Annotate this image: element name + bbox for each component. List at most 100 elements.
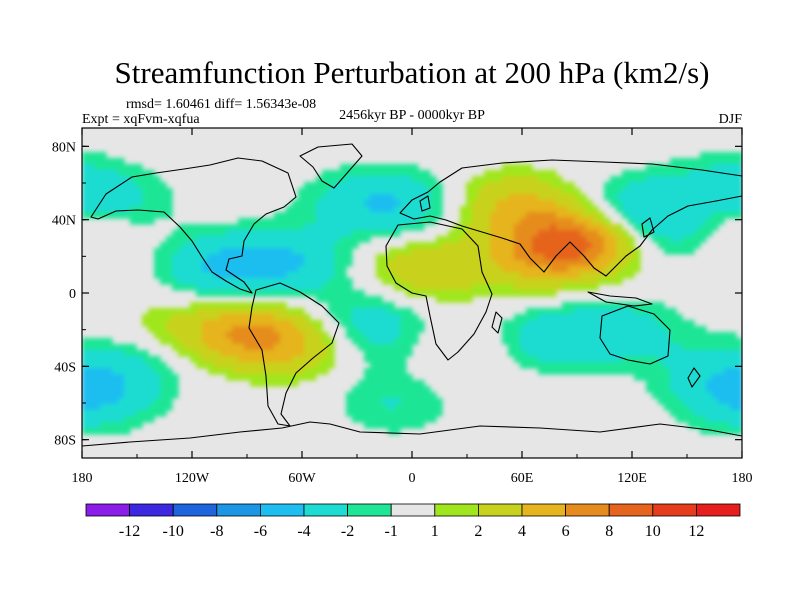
- field-cell: [496, 236, 503, 243]
- field-cell: [160, 326, 167, 333]
- field-cell: [310, 266, 317, 273]
- field-cell: [346, 410, 353, 417]
- field-cell: [424, 182, 431, 189]
- field-cell: [394, 422, 401, 429]
- field-cell: [700, 380, 707, 387]
- field-cell: [238, 218, 245, 225]
- field-cell: [406, 242, 413, 249]
- field-cell: [694, 380, 701, 387]
- field-cell: [340, 308, 347, 315]
- field-cell: [274, 254, 281, 261]
- field-cell: [352, 332, 359, 339]
- field-cell: [316, 200, 323, 207]
- field-cell: [418, 200, 425, 207]
- field-cell: [310, 254, 317, 261]
- field-cell: [394, 368, 401, 375]
- field-cell: [466, 242, 473, 249]
- field-cell: [232, 320, 239, 327]
- field-cell: [634, 338, 641, 345]
- field-cell: [388, 230, 395, 237]
- field-cell: [244, 356, 251, 363]
- field-cell: [628, 218, 635, 225]
- field-cell: [244, 260, 251, 267]
- field-cell: [130, 188, 137, 195]
- field-cell: [424, 416, 431, 423]
- field-cell: [724, 164, 731, 171]
- field-cell: [664, 176, 671, 183]
- field-cell: [364, 398, 371, 405]
- field-cell: [160, 332, 167, 339]
- field-cell: [298, 320, 305, 327]
- field-cell: [88, 170, 95, 177]
- field-cell: [556, 260, 563, 267]
- field-cell: [460, 242, 467, 249]
- field-cell: [382, 320, 389, 327]
- field-cell: [736, 380, 742, 387]
- field-cell: [292, 236, 299, 243]
- field-cell: [502, 248, 509, 255]
- field-cell: [556, 206, 563, 213]
- field-cell: [412, 200, 419, 207]
- field-cell: [160, 266, 167, 273]
- field-cell: [118, 176, 125, 183]
- field-cell: [658, 320, 665, 327]
- field-cell: [394, 356, 401, 363]
- field-cell: [706, 422, 713, 429]
- field-cell: [616, 206, 623, 213]
- field-cell: [544, 356, 551, 363]
- field-cell: [328, 236, 335, 243]
- field-cell: [496, 212, 503, 219]
- field-cell: [556, 344, 563, 351]
- field-cell: [280, 230, 287, 237]
- field-cell: [268, 338, 275, 345]
- field-cell: [388, 206, 395, 213]
- field-cell: [370, 218, 377, 225]
- colorbar-label: 12: [688, 523, 704, 540]
- field-cell: [148, 380, 155, 387]
- field-cell: [526, 266, 533, 273]
- field-cell: [604, 266, 611, 273]
- field-cell: [652, 320, 659, 327]
- field-cell: [292, 212, 299, 219]
- field-cell: [376, 332, 383, 339]
- field-cell: [214, 338, 221, 345]
- field-cell: [106, 386, 113, 393]
- field-cell: [418, 290, 425, 297]
- field-cell: [250, 290, 257, 297]
- field-cell: [226, 278, 233, 285]
- field-cell: [664, 308, 671, 315]
- field-cell: [244, 290, 251, 297]
- field-cell: [574, 338, 581, 345]
- field-cell: [418, 170, 425, 177]
- field-cell: [334, 278, 341, 285]
- field-cell: [412, 326, 419, 333]
- field-cell: [694, 374, 701, 381]
- field-cell: [334, 314, 341, 321]
- field-cell: [382, 332, 389, 339]
- field-cell: [286, 344, 293, 351]
- field-cell: [730, 392, 737, 399]
- field-cell: [664, 380, 671, 387]
- field-cell: [352, 404, 359, 411]
- field-cell: [526, 230, 533, 237]
- field-cell: [262, 362, 269, 369]
- field-cell: [430, 206, 437, 213]
- field-cell: [532, 320, 539, 327]
- field-cell: [460, 224, 467, 231]
- field-cell: [442, 254, 449, 261]
- field-cell: [166, 194, 173, 201]
- field-cell: [490, 170, 497, 177]
- field-cell: [586, 362, 593, 369]
- field-cell: [106, 182, 113, 189]
- field-cell: [370, 386, 377, 393]
- field-cell: [664, 332, 671, 339]
- field-cell: [100, 374, 107, 381]
- field-cell: [322, 212, 329, 219]
- field-cell: [412, 248, 419, 255]
- field-cell: [664, 170, 671, 177]
- field-cell: [640, 206, 647, 213]
- field-cell: [496, 206, 503, 213]
- field-cell: [514, 266, 521, 273]
- field-cell: [208, 260, 215, 267]
- field-cell: [142, 314, 149, 321]
